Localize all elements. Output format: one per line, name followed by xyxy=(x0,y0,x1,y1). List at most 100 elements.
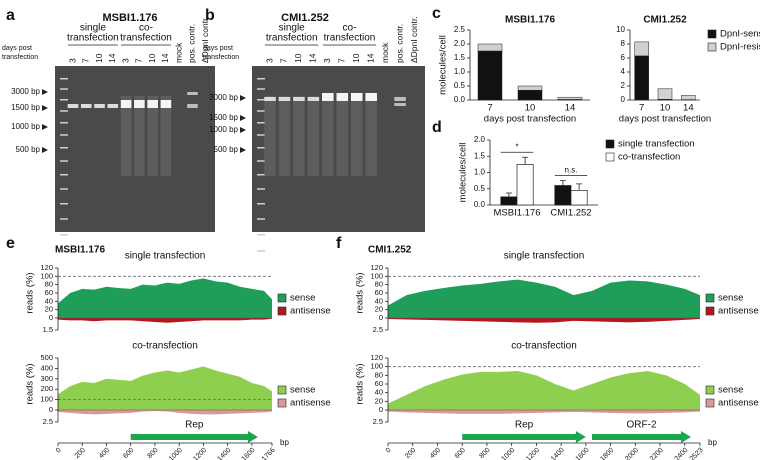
ladder-band xyxy=(60,203,68,205)
x-tick-label: 1800 xyxy=(599,447,615,460)
marker-arrow xyxy=(42,89,48,95)
coverage-area xyxy=(58,366,272,410)
legend-swatch xyxy=(605,152,615,162)
lane-label: pos. contr. xyxy=(187,24,197,63)
y-tick-label: 20 xyxy=(375,396,383,405)
ladder-band xyxy=(60,160,68,162)
ladder-band xyxy=(60,110,68,112)
ladder-band xyxy=(257,134,265,136)
legend-label: co-transfection xyxy=(618,152,680,163)
legend-swatch xyxy=(707,29,717,39)
legend-label: DpnI-sensitive xyxy=(720,29,760,40)
smear xyxy=(307,96,320,176)
ladder-band xyxy=(257,88,265,90)
y-tick-label: 0 xyxy=(379,313,383,322)
lane-label: 14 xyxy=(365,53,375,63)
chart-title: MSBI1.176 xyxy=(55,245,105,256)
marker-arrow xyxy=(240,95,246,101)
lane-label: 7 xyxy=(134,58,144,63)
x-tick-label: 200 xyxy=(404,447,417,460)
y-tick-label: 40 xyxy=(45,296,53,305)
lane-label: mock xyxy=(380,42,390,63)
ladder-band xyxy=(60,218,68,220)
y-tick-label: 0 xyxy=(379,405,383,414)
bar-segment xyxy=(477,43,503,52)
x-tick-label: 14 xyxy=(683,103,694,114)
group-label: co- xyxy=(343,23,357,34)
gene-arrow xyxy=(592,431,691,443)
chart-subtitle: single transfection xyxy=(504,251,585,262)
ladder-band xyxy=(257,234,265,236)
smear xyxy=(365,96,377,176)
coverage-area xyxy=(58,278,272,318)
y-tick-label: 8 xyxy=(621,39,626,48)
x-tick-label: 600 xyxy=(122,447,135,460)
band xyxy=(187,92,198,95)
ladder-band xyxy=(257,188,265,190)
y-tick-label: 1.5 xyxy=(474,151,486,160)
ladder-band xyxy=(257,203,265,205)
y-tick-label: 200 xyxy=(40,384,53,393)
x-tick-label: 400 xyxy=(98,447,111,460)
legend-swatch xyxy=(705,306,715,316)
gene-arrow xyxy=(462,431,586,443)
marker-label: 500 bp xyxy=(214,145,239,154)
marker-label: 1000 bp xyxy=(11,122,40,131)
band xyxy=(120,100,132,108)
bar-segment xyxy=(634,55,649,101)
day-label: days post xyxy=(203,45,233,52)
legend-swatch xyxy=(277,306,287,316)
x-tick-label: 600 xyxy=(454,447,467,460)
band xyxy=(107,104,119,108)
legend-label: sense xyxy=(290,385,315,396)
x-tick-label: 1000 xyxy=(168,447,184,460)
marker-label: 1500 bp xyxy=(209,113,238,122)
lane-label: 7 xyxy=(337,58,347,63)
bar-segment xyxy=(634,41,649,57)
legend-swatch xyxy=(277,385,287,395)
lane-label: 14 xyxy=(308,53,318,63)
y2-tick-label: 1.5 xyxy=(43,325,53,334)
band xyxy=(307,97,320,101)
legend-label: single transfection xyxy=(618,139,695,150)
bar-segment xyxy=(557,96,583,100)
x-tick-label: 1400 xyxy=(550,447,566,460)
y-tick-label: 120 xyxy=(370,353,383,362)
group-label: transfection xyxy=(67,33,119,44)
y-tick-label: 60 xyxy=(375,288,383,297)
day-label: transfection xyxy=(2,54,38,61)
x-tick-label: 1200 xyxy=(192,447,208,460)
bar-segment xyxy=(477,50,503,101)
y-tick-label: 0 xyxy=(49,313,53,322)
y-tick-label: 0.5 xyxy=(454,81,466,90)
x-tick-label: 1400 xyxy=(216,447,232,460)
legend-label: antisense xyxy=(290,306,331,317)
lane-label: 7 xyxy=(81,58,91,63)
group-label: co- xyxy=(139,23,153,34)
lane-label: 3 xyxy=(322,58,332,63)
y-tick-label: 2 xyxy=(621,81,626,90)
ladder-band xyxy=(60,250,68,252)
ladder-band xyxy=(257,218,265,220)
marker-label: 500 bp xyxy=(16,145,41,154)
y-tick-label: 20 xyxy=(45,305,53,314)
x-tick-label: 400 xyxy=(429,447,442,460)
panel-label: f xyxy=(336,235,342,252)
marker-arrow xyxy=(240,147,246,153)
y-axis-label: reads (%) xyxy=(355,363,366,404)
y-tick-label: 100 xyxy=(370,271,383,280)
error-bar xyxy=(505,192,512,197)
y-tick-label: 2.5 xyxy=(454,25,466,34)
y-tick-label: 0 xyxy=(621,95,626,104)
group-label: transfection xyxy=(324,33,376,44)
y-tick-label: 60 xyxy=(375,379,383,388)
ladder-band xyxy=(60,174,68,176)
y2-tick-label: 2.5 xyxy=(373,325,383,334)
x-tick-label: 14 xyxy=(565,103,576,114)
gel-title: MSBI1.176 xyxy=(102,12,157,24)
legend-swatch xyxy=(277,293,287,303)
y-tick-label: 120 xyxy=(40,263,53,272)
x-tick-label: 0 xyxy=(385,447,393,455)
ladder-band xyxy=(257,160,265,162)
gel-title: CMI1.252 xyxy=(281,12,329,24)
